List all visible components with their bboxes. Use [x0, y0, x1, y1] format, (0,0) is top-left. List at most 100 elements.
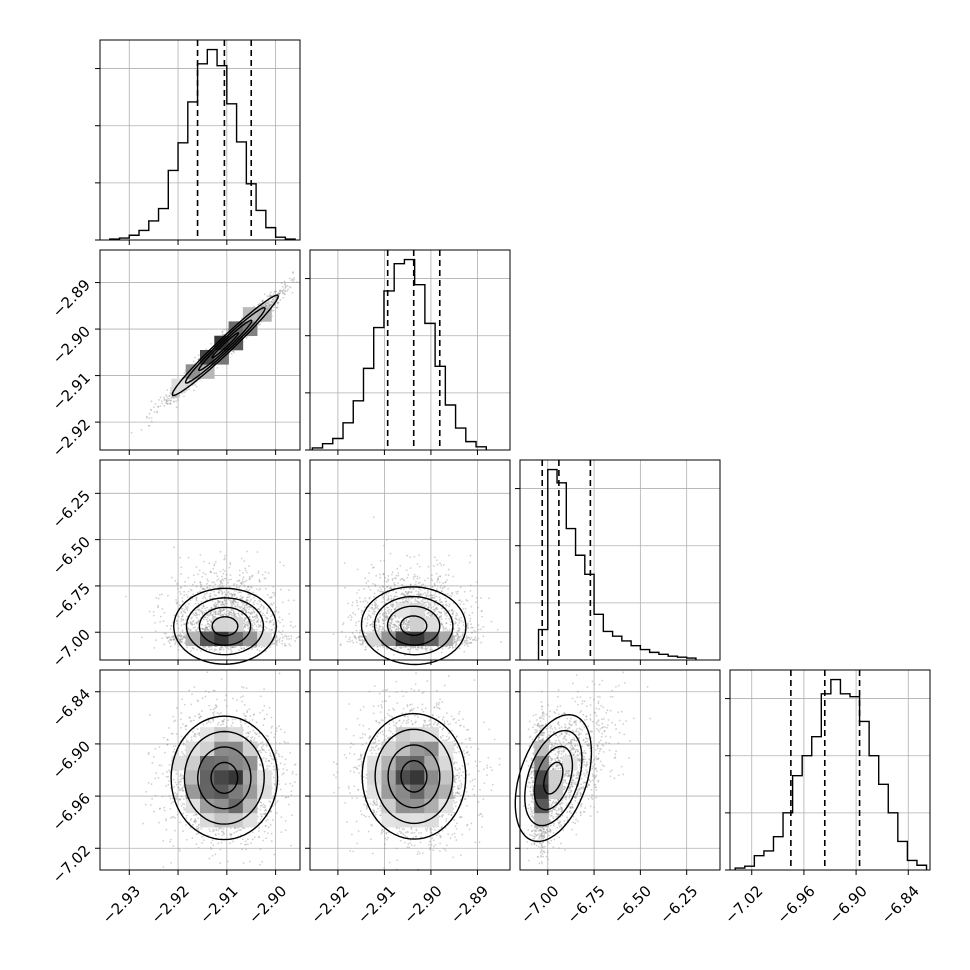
- sample-point: [272, 300, 275, 303]
- sample-point: [279, 299, 282, 301]
- sample-point: [229, 648, 232, 651]
- sample-point: [204, 593, 206, 596]
- sample-point: [198, 613, 201, 616]
- sample-point: [293, 278, 295, 281]
- sample-point: [195, 599, 198, 602]
- sample-point: [156, 410, 158, 413]
- sample-point: [187, 590, 190, 593]
- sample-point: [228, 592, 231, 595]
- sample-point: [281, 639, 284, 642]
- sample-point: [187, 603, 190, 605]
- sample-point: [256, 616, 259, 619]
- sample-point: [186, 596, 189, 598]
- sample-point: [293, 276, 295, 279]
- sample-point: [130, 431, 133, 434]
- sample-point: [206, 616, 209, 619]
- sample-point: [247, 627, 250, 630]
- sample-point: [178, 394, 181, 396]
- sample-point: [160, 400, 163, 403]
- panel-background: [730, 670, 930, 870]
- sample-point: [205, 592, 208, 595]
- sample-point: [224, 554, 226, 557]
- sample-point: [171, 635, 174, 638]
- sample-point: [208, 595, 211, 598]
- sample-point: [260, 619, 263, 622]
- sample-point: [213, 581, 216, 584]
- sample-point: [264, 626, 267, 628]
- sample-point: [238, 574, 241, 576]
- sample-point: [238, 569, 241, 572]
- sample-point: [195, 609, 197, 612]
- sample-point: [277, 301, 279, 304]
- sample-point: [246, 606, 248, 609]
- sample-point: [227, 590, 230, 593]
- sample-point: [221, 601, 224, 603]
- sample-point: [191, 583, 194, 586]
- sample-point: [177, 635, 180, 637]
- sample-point: [238, 649, 240, 652]
- sample-point: [296, 281, 298, 284]
- sample-point: [183, 634, 186, 637]
- sample-point: [217, 591, 220, 594]
- sample-point: [174, 641, 177, 644]
- sample-point: [287, 288, 290, 291]
- sample-point: [273, 594, 276, 597]
- sample-point: [159, 405, 162, 408]
- sample-point: [175, 396, 177, 399]
- sample-point: [220, 585, 223, 588]
- sample-point: [202, 604, 205, 607]
- sample-point: [291, 626, 294, 629]
- sample-point: [233, 589, 236, 592]
- sample-point: [254, 599, 256, 602]
- sample-point: [271, 299, 274, 301]
- sample-point: [165, 395, 168, 398]
- sample-point: [213, 563, 216, 565]
- sample-point: [268, 295, 270, 298]
- sample-point: [161, 637, 164, 640]
- sample-point: [266, 617, 269, 620]
- panel-3-3: [725, 669, 931, 875]
- sample-point: [221, 593, 223, 596]
- sample-point: [169, 628, 172, 631]
- sample-point: [194, 384, 196, 386]
- panel-0-0: [95, 39, 301, 245]
- sample-point: [230, 650, 233, 653]
- sample-point: [213, 572, 216, 574]
- sample-point: [253, 615, 256, 618]
- sample-point: [208, 618, 211, 621]
- panel-background: [520, 460, 720, 660]
- sample-point: [251, 574, 254, 577]
- sample-point: [279, 290, 282, 293]
- sample-point: [244, 567, 247, 570]
- sample-point: [170, 397, 173, 400]
- histogram-1: [311, 258, 487, 450]
- sample-point: [231, 614, 234, 617]
- sample-point: [199, 581, 202, 584]
- sample-point: [166, 389, 169, 391]
- sample-point: [235, 584, 238, 586]
- sample-point: [180, 620, 183, 623]
- sample-point: [172, 396, 175, 399]
- sample-point: [259, 611, 262, 614]
- sample-point: [259, 621, 262, 624]
- sample-point: [229, 563, 232, 566]
- sample-point: [267, 302, 270, 305]
- sample-point: [256, 628, 258, 631]
- sample-point: [229, 599, 232, 602]
- sample-point: [212, 567, 215, 570]
- sample-point: [182, 610, 185, 613]
- sample-point: [276, 301, 279, 304]
- sample-point: [176, 643, 179, 646]
- sample-point: [197, 602, 200, 605]
- sample-point: [161, 608, 164, 610]
- sample-point: [229, 574, 232, 577]
- sample-point: [217, 578, 220, 580]
- sample-point: [234, 605, 237, 608]
- histogram-0: [109, 48, 296, 240]
- sample-point: [189, 620, 192, 623]
- sample-point: [271, 603, 274, 606]
- sample-point: [289, 644, 292, 647]
- sample-point: [193, 581, 196, 584]
- sample-point: [206, 606, 209, 609]
- sample-point: [277, 292, 280, 295]
